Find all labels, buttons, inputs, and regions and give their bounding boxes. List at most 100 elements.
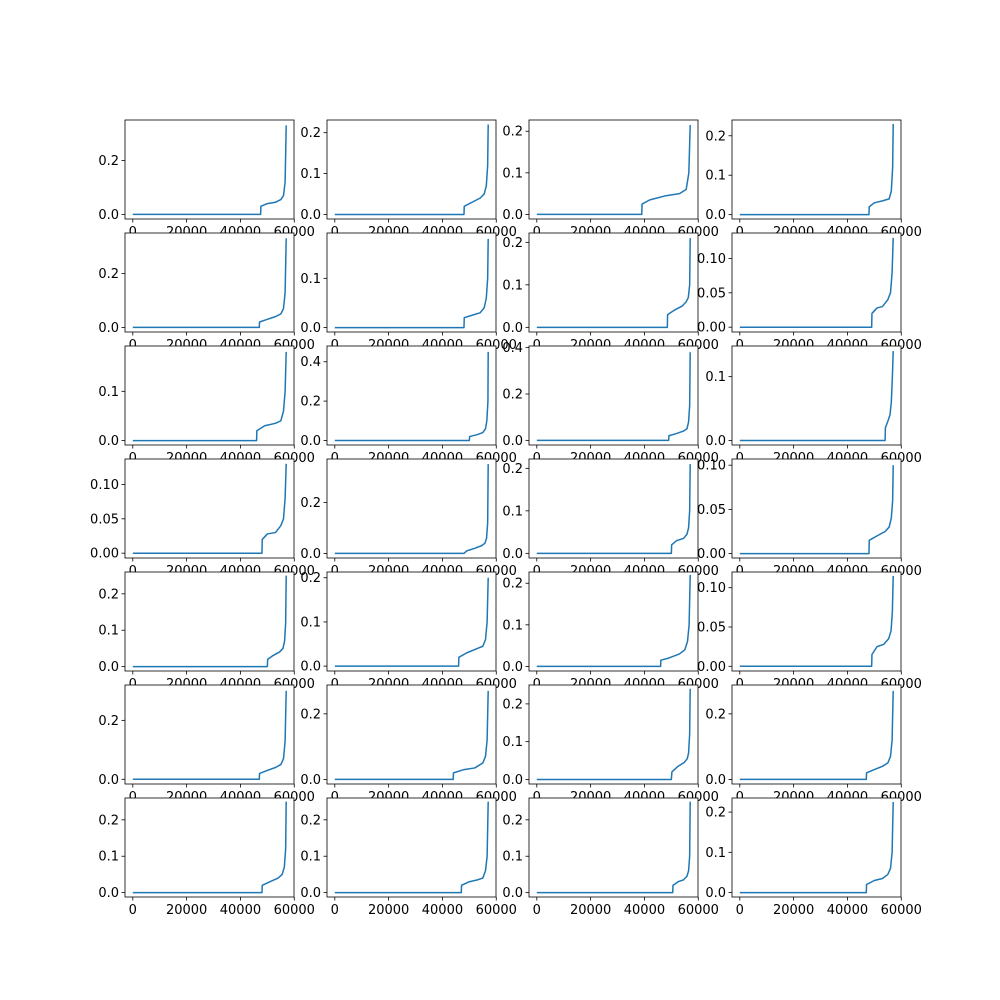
series-line [536, 688, 691, 781]
axes-frame [528, 345, 699, 446]
y-tick-label: 0.1 [300, 615, 321, 630]
series-line [334, 351, 489, 442]
subplot-28: 0 20000 40000 60000 0.0 0.1 0.2 [705, 797, 922, 918]
y-tick-label: 0.4 [502, 341, 523, 356]
y-tick-label: 0.2 [300, 813, 321, 828]
y-tick-label: 0.2 [705, 707, 726, 722]
axes-frame [124, 458, 295, 559]
y-tick-label: 0.2 [502, 813, 523, 828]
series-line [536, 352, 691, 442]
series-line [536, 464, 691, 555]
y-tick-label: 0.10 [697, 581, 726, 596]
y-tick-label: 0.0 [705, 773, 726, 788]
y-tick-label: 0.2 [502, 125, 523, 140]
y-tick-label: 0.00 [697, 321, 726, 336]
y-tick-label: 0.1 [98, 385, 119, 400]
y-tick-label: 0.05 [697, 286, 726, 301]
y-tick-label: 0.0 [502, 547, 523, 562]
axes-frame [528, 232, 699, 333]
axes-frame [326, 232, 497, 333]
x-tick-label: 0 [533, 451, 541, 466]
y-tick-label: 0.2 [502, 387, 523, 402]
y-tick-label: 0.0 [98, 434, 119, 449]
series-line [132, 575, 287, 668]
y-tick-label: 0.2 [98, 587, 119, 602]
series-line [334, 124, 489, 216]
axes-frame [528, 119, 699, 220]
x-tick-label: 0 [331, 451, 339, 466]
y-tick-label: 0.2 [300, 126, 321, 141]
axes-frame [731, 797, 902, 898]
y-tick-label: 0.1 [300, 850, 321, 865]
y-tick-label: 0.2 [98, 267, 119, 282]
series-line [739, 802, 894, 894]
y-tick-label: 0.00 [697, 660, 726, 675]
series-line [132, 690, 287, 781]
x-tick-label: 0 [736, 790, 744, 805]
y-tick-label: 0.10 [90, 478, 119, 493]
x-tick-label: 40000 [220, 903, 261, 918]
y-tick-label: 0.05 [697, 621, 726, 636]
y-tick-label: 0.1 [502, 166, 523, 181]
series-line [739, 123, 894, 216]
y-tick-label: 0.2 [705, 129, 726, 144]
y-tick-label: 0.0 [502, 886, 523, 901]
y-tick-label: 0.0 [98, 660, 119, 675]
x-tick-label: 0 [129, 790, 137, 805]
axes-frame [528, 797, 699, 898]
y-tick-label: 0.0 [502, 773, 523, 788]
series-line [334, 690, 489, 781]
axes-frame [326, 797, 497, 898]
x-tick-label: 0 [129, 677, 137, 692]
x-tick-label: 0 [736, 903, 744, 918]
x-tick-label: 0 [331, 903, 339, 918]
subplot-26: 0 20000 40000 60000 0.0 0.1 0.2 [300, 797, 517, 918]
subplot-25: 0 20000 40000 60000 0.0 0.1 0.2 [98, 797, 315, 918]
axes-frame [326, 458, 497, 559]
axes-frame [528, 684, 699, 785]
x-tick-label: 0 [736, 564, 744, 579]
series-line [334, 238, 489, 329]
y-tick-label: 0.2 [502, 577, 523, 592]
x-tick-label: 0 [331, 677, 339, 692]
x-tick-label: 0 [129, 451, 137, 466]
series-line [536, 238, 691, 329]
x-tick-label: 0 [736, 677, 744, 692]
series-line [536, 124, 691, 216]
x-tick-label: 0 [736, 451, 744, 466]
series-line [739, 575, 894, 668]
y-tick-label: 0.0 [300, 660, 321, 675]
x-tick-label: 0 [129, 903, 137, 918]
y-tick-label: 0.0 [300, 434, 321, 449]
y-tick-label: 0.0 [98, 321, 119, 336]
y-tick-label: 0.2 [98, 714, 119, 729]
series-line [132, 351, 287, 442]
series-line [739, 237, 894, 328]
axes-frame [326, 684, 497, 785]
x-tick-label: 0 [736, 338, 744, 353]
x-tick-label: 0 [533, 903, 541, 918]
y-tick-label: 0.0 [300, 773, 321, 788]
y-tick-label: 0.2 [98, 813, 119, 828]
axes-frame [124, 571, 295, 672]
y-tick-label: 0.10 [697, 252, 726, 267]
x-tick-label: 60000 [678, 903, 719, 918]
subplot-27: 0 20000 40000 60000 0.0 0.1 0.2 [502, 797, 719, 918]
x-tick-label: 0 [533, 677, 541, 692]
x-tick-label: 20000 [570, 903, 611, 918]
series-line [132, 801, 287, 894]
y-tick-label: 0.0 [98, 208, 119, 223]
x-tick-label: 20000 [166, 903, 207, 918]
y-tick-label: 0.2 [300, 571, 321, 586]
